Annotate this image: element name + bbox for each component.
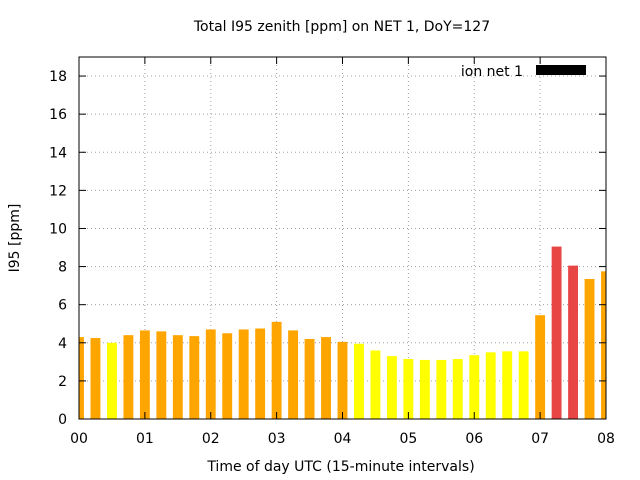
bar (535, 315, 546, 419)
bar (139, 330, 150, 419)
bar (452, 358, 463, 419)
bar (419, 359, 430, 419)
bar (502, 351, 513, 419)
bar (288, 330, 299, 419)
grid-lines (79, 57, 606, 419)
x-tick-label: 08 (597, 431, 615, 447)
bar (518, 351, 529, 419)
bars (79, 246, 606, 419)
bar (189, 336, 200, 419)
bar (370, 350, 381, 419)
bar (584, 278, 595, 419)
x-tick-label: 04 (334, 431, 352, 447)
bar (321, 337, 331, 419)
bar (238, 329, 249, 419)
legend-label: ion net 1 (461, 64, 523, 80)
x-tick-label: 02 (202, 431, 220, 447)
bar (255, 328, 266, 419)
bar (354, 343, 364, 419)
chart-title: Total I95 zenith [ppm] on NET 1, DoY=127 (193, 19, 490, 35)
y-tick-label: 2 (58, 374, 67, 390)
bar (551, 246, 562, 419)
bar (156, 331, 167, 419)
legend: ion net 1 (461, 64, 586, 80)
bar (79, 337, 84, 419)
y-tick-label: 6 (58, 298, 67, 314)
y-tick-label: 12 (49, 183, 67, 199)
legend-swatch (536, 65, 586, 75)
bar (106, 342, 117, 419)
bar (568, 265, 579, 419)
bar (90, 338, 101, 419)
bar (222, 333, 233, 419)
bar (601, 271, 606, 419)
y-tick-label: 10 (49, 221, 67, 237)
bar (304, 338, 315, 419)
bar (172, 335, 183, 419)
bar (337, 341, 348, 419)
x-tick-label: 01 (136, 431, 154, 447)
y-axis-label: I95 [ppm] (7, 204, 23, 273)
bar (123, 335, 134, 419)
y-tick-label: 8 (58, 260, 67, 276)
bar (403, 358, 414, 419)
y-tick-label: 4 (58, 336, 67, 352)
x-tick-label: 07 (531, 431, 549, 447)
x-tick-label: 05 (399, 431, 417, 447)
bar (205, 329, 216, 419)
bar (386, 356, 397, 419)
y-tick-label: 16 (49, 107, 67, 123)
bar (469, 355, 480, 419)
bar (271, 321, 282, 419)
y-tick-label: 18 (49, 69, 67, 85)
y-tick-label: 0 (58, 412, 67, 428)
x-tick-label: 00 (70, 431, 88, 447)
y-tick-label: 14 (49, 145, 67, 161)
x-tick-label: 06 (465, 431, 483, 447)
x-axis-label: Time of day UTC (15-minute intervals) (206, 459, 474, 475)
x-tick-label: 03 (268, 431, 286, 447)
bar (436, 359, 447, 419)
bar (485, 352, 496, 419)
